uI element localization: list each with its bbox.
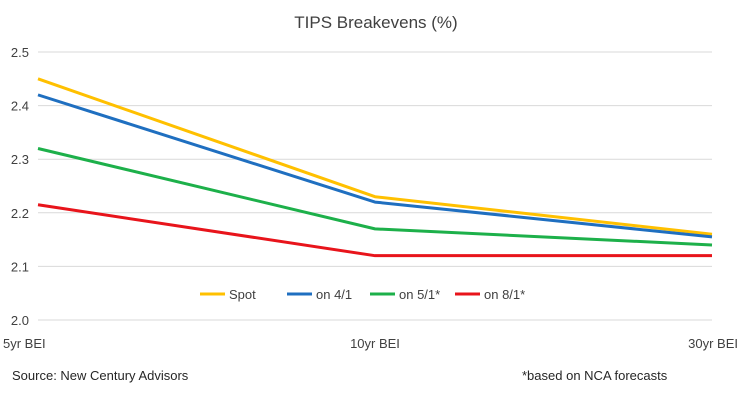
grid [38,51,712,321]
legend: Spot on 4/1 on 5/1* on 8/1* [200,287,525,302]
legend-label: on 5/1* [399,287,440,302]
y-tick-label: 2.2 [11,206,29,221]
y-tick-label: 2.1 [11,259,29,274]
x-tick-label: 10yr BEI [350,336,400,351]
series-line-0 [37,77,713,236]
series-lines [37,77,713,258]
legend-label: on 4/1 [316,287,352,302]
x-axis-ticks: 5yr BEI 10yr BEI 30yr BEI [3,336,738,351]
y-tick-label: 2.3 [11,152,29,167]
y-tick-label: 2.4 [11,99,29,114]
series-line-3 [37,203,712,258]
source-note: Source: New Century Advisors [12,368,189,383]
legend-label: Spot [229,287,256,302]
y-axis-ticks: 2.0 2.1 2.2 2.3 2.4 2.5 [11,45,29,328]
y-tick-label: 2.5 [11,45,29,60]
series-line-1 [37,93,713,239]
chart-title: TIPS Breakevens (%) [294,13,457,32]
x-tick-label: 5yr BEI [3,336,46,351]
y-tick-label: 2.0 [11,313,29,328]
x-tick-label: 30yr BEI [688,336,738,351]
forecast-note: *based on NCA forecasts [522,368,668,383]
series-line-2 [37,147,713,247]
legend-label: on 8/1* [484,287,525,302]
